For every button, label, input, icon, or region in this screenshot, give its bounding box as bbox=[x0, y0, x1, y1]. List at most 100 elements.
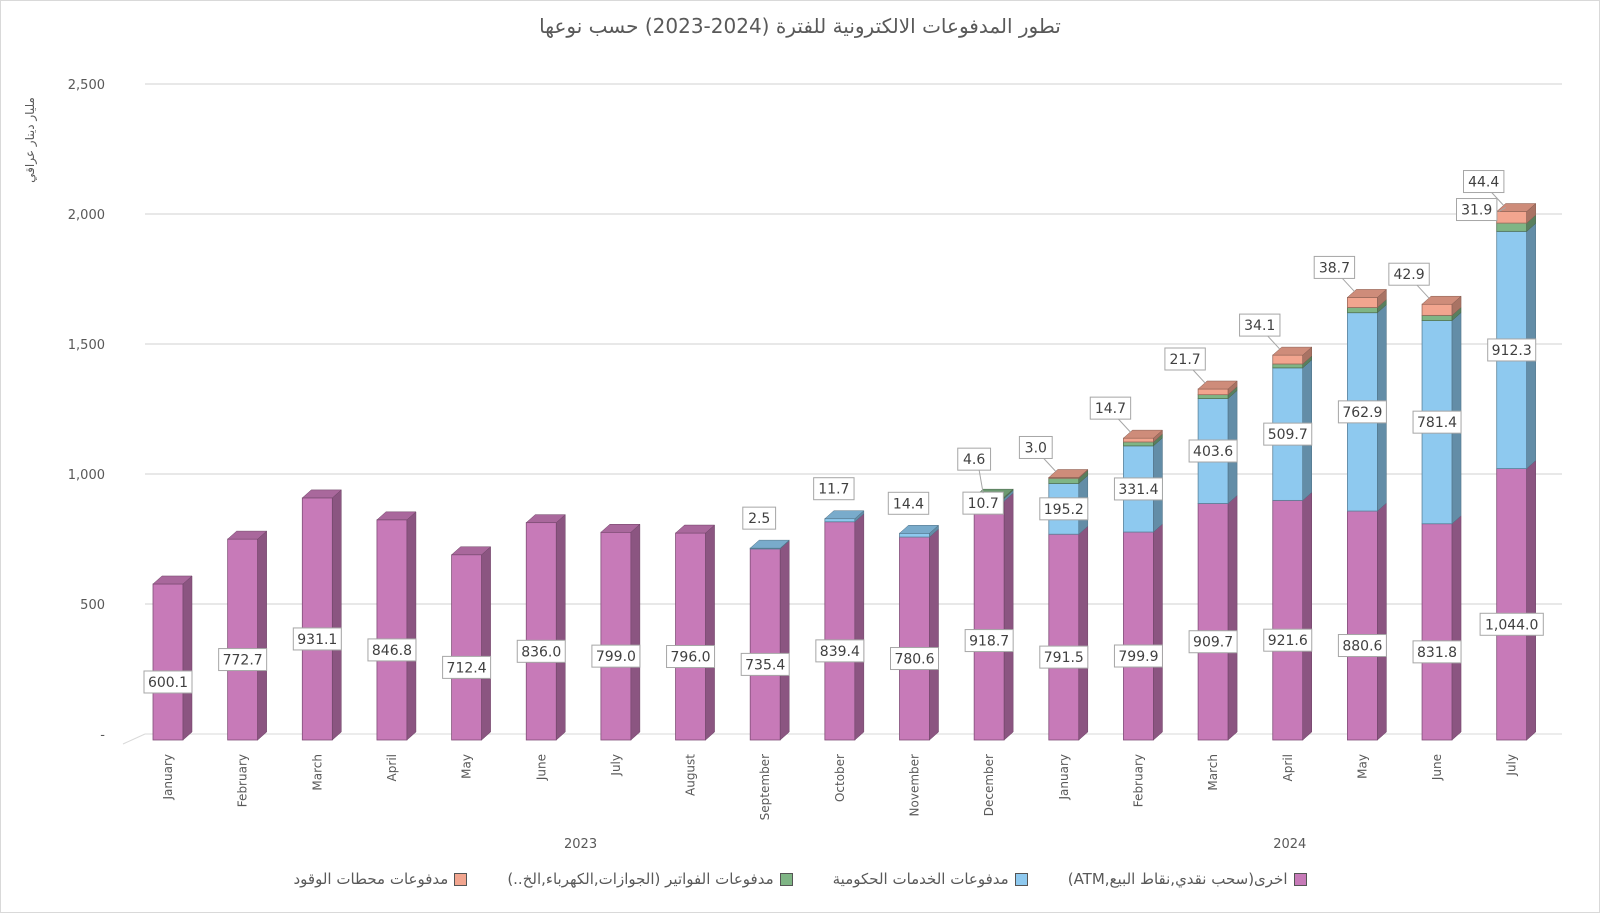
data-label-fuel: 38.7 bbox=[1319, 260, 1350, 276]
bar-segment-side bbox=[929, 528, 939, 741]
bar-segment bbox=[1496, 222, 1528, 232]
x-tick-label: July bbox=[1505, 754, 1519, 777]
x-tick-label: April bbox=[1281, 754, 1295, 781]
data-label-government: 195.2 bbox=[1044, 502, 1084, 518]
data-label-government: 781.4 bbox=[1417, 415, 1457, 431]
data-label-other-box bbox=[890, 647, 939, 671]
bar-segment-side bbox=[854, 513, 865, 741]
bar-segment-side bbox=[705, 524, 715, 741]
data-label-other: 780.6 bbox=[894, 652, 934, 668]
data-label-bills-box bbox=[957, 447, 992, 471]
bar-segment bbox=[301, 497, 333, 741]
data-label-other-box bbox=[1412, 640, 1462, 664]
bar-segment-side bbox=[182, 575, 193, 741]
x-tick-label: February bbox=[1131, 754, 1145, 807]
bar-segment bbox=[1347, 307, 1378, 314]
y-tick-label: 1,000 bbox=[68, 468, 105, 483]
bar-top bbox=[152, 575, 193, 585]
data-label-government-box bbox=[1188, 439, 1238, 463]
x-tick-label: August bbox=[684, 754, 698, 796]
bar-top bbox=[1421, 295, 1462, 305]
chart-legend: اخرى(سحب نقدي,نقاط البيع,ATM) مدفوعات الخ… bbox=[0, 870, 1600, 888]
data-label-bills: 31.9 bbox=[1461, 203, 1492, 219]
leader-line bbox=[1118, 418, 1131, 433]
x-tick-label: April bbox=[385, 754, 399, 781]
bar-segment bbox=[152, 583, 184, 741]
legend-label: مدفوعات محطات الوقود bbox=[293, 870, 449, 888]
bar-top bbox=[674, 524, 716, 534]
data-label-other: 909.7 bbox=[1193, 635, 1233, 651]
bar-top bbox=[749, 539, 790, 549]
bar-segment bbox=[1421, 523, 1453, 741]
y-tick-label: 1,500 bbox=[68, 338, 105, 353]
bar-segment bbox=[1272, 354, 1304, 365]
bar-segment-side bbox=[1227, 494, 1238, 741]
y-tick-label: - bbox=[100, 728, 105, 743]
data-label-fuel-box bbox=[1089, 396, 1132, 420]
data-label-fuel: 14.7 bbox=[1095, 401, 1126, 417]
bar-segment-side bbox=[1526, 460, 1536, 741]
bar-segment-side bbox=[556, 514, 566, 741]
bar-segment bbox=[675, 532, 706, 741]
leader-line bbox=[1192, 369, 1206, 384]
bar-segment bbox=[376, 519, 408, 741]
data-label-other-box bbox=[1113, 644, 1163, 668]
bar-segment bbox=[1123, 437, 1154, 443]
data-label-fuel: 3.0 bbox=[1025, 440, 1047, 456]
bar-top bbox=[1346, 289, 1388, 298]
bar-segment-side bbox=[1302, 491, 1312, 741]
data-label-fuel: 34.1 bbox=[1244, 318, 1275, 334]
bar-segment bbox=[749, 548, 781, 741]
data-label-fuel-box bbox=[1018, 435, 1053, 459]
bar-segment bbox=[1272, 499, 1304, 741]
year-group-label: 2023 bbox=[564, 837, 597, 852]
data-label-other: 839.4 bbox=[820, 644, 860, 660]
leader-line bbox=[978, 470, 984, 494]
data-label-government-box bbox=[887, 491, 930, 515]
bar-segment-side bbox=[1451, 515, 1462, 741]
data-label-other: 880.6 bbox=[1342, 639, 1382, 655]
data-label-other-box bbox=[964, 629, 1014, 653]
legend-label: مدفوعات الفواتير (الجوازات,الكهرباء,الخ.… bbox=[507, 870, 774, 888]
data-label-other: 772.7 bbox=[223, 653, 263, 669]
data-label-government-box bbox=[1337, 400, 1387, 424]
legend-item: مدفوعات الفواتير (الجوازات,الكهرباء,الخ.… bbox=[507, 870, 793, 888]
data-label-other-box bbox=[666, 645, 716, 669]
x-tick-label: May bbox=[460, 754, 474, 779]
data-label-other-box bbox=[1263, 628, 1313, 652]
data-label-government-box bbox=[1412, 410, 1462, 434]
bar-segment bbox=[824, 518, 856, 523]
data-label-other: 712.4 bbox=[447, 660, 487, 676]
bar-segment-side bbox=[1377, 502, 1387, 741]
bar-segment bbox=[1123, 441, 1154, 447]
bar-segment bbox=[899, 532, 930, 538]
data-label-other-box bbox=[367, 638, 417, 662]
bar-segment bbox=[1048, 477, 1080, 484]
legend-swatch bbox=[454, 872, 468, 886]
data-label-other-box bbox=[292, 627, 342, 651]
leader-line bbox=[1043, 458, 1057, 472]
data-label-fuel-box bbox=[1313, 255, 1356, 279]
data-label-other: 735.4 bbox=[745, 657, 785, 673]
data-label-other: 931.1 bbox=[297, 632, 337, 648]
legend-swatch bbox=[1014, 872, 1028, 886]
data-label-government: 912.3 bbox=[1492, 343, 1532, 359]
bar-segment-side bbox=[481, 546, 491, 741]
data-label-other-box bbox=[591, 644, 641, 668]
bar-segment-side bbox=[406, 511, 417, 741]
data-label-fuel-box bbox=[1164, 347, 1206, 371]
x-tick-label: February bbox=[236, 754, 250, 807]
x-tick-label: October bbox=[833, 754, 847, 802]
bar-segment bbox=[1496, 468, 1528, 741]
bar-segment bbox=[227, 538, 259, 741]
floor-edge bbox=[122, 733, 146, 745]
data-label-government: 762.9 bbox=[1342, 405, 1382, 421]
bar-segment bbox=[451, 554, 483, 741]
legend-swatch bbox=[1293, 872, 1307, 886]
data-label-government: 403.6 bbox=[1193, 444, 1233, 460]
bar-top bbox=[1197, 380, 1238, 390]
bar-segment bbox=[973, 500, 1005, 741]
x-tick-label: May bbox=[1355, 754, 1369, 779]
y-tick-label: 2,000 bbox=[68, 208, 105, 223]
data-label-other-box bbox=[143, 670, 193, 694]
